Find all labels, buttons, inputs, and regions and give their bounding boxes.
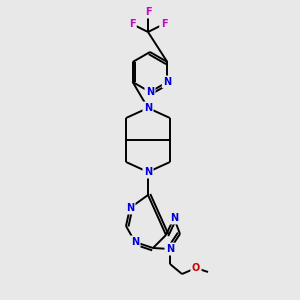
Text: N: N xyxy=(163,77,171,87)
Text: F: F xyxy=(145,7,151,17)
Text: N: N xyxy=(144,103,152,113)
Text: N: N xyxy=(146,87,154,97)
Text: O: O xyxy=(192,263,200,273)
Text: N: N xyxy=(144,167,152,177)
Text: F: F xyxy=(129,19,135,29)
Text: N: N xyxy=(166,244,174,254)
Text: N: N xyxy=(131,237,139,247)
Text: F: F xyxy=(161,19,167,29)
Text: N: N xyxy=(126,203,134,213)
Text: N: N xyxy=(170,213,178,223)
